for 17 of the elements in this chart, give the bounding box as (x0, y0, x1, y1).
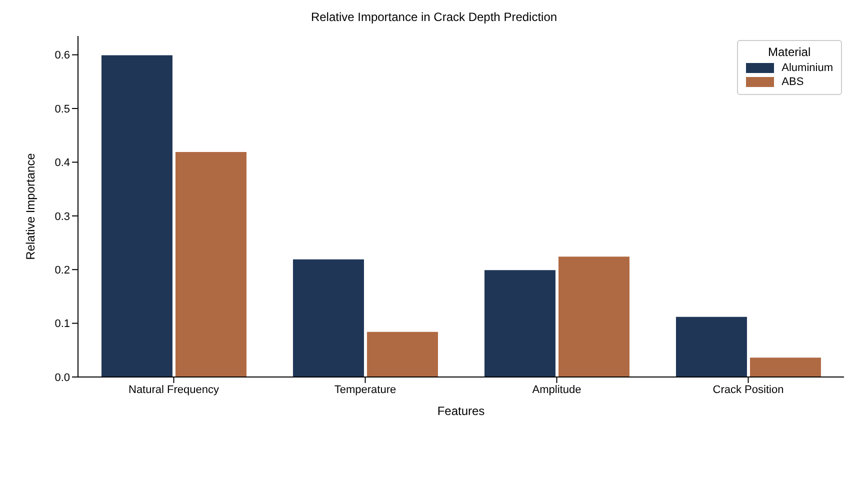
legend-title: Material (766, 45, 812, 59)
x-axis-title: Features (437, 404, 485, 418)
y-tick-label: 0.6 (54, 50, 70, 62)
x-tick-label: Natural Frequency (128, 384, 220, 396)
x-tick-label: Temperature (334, 384, 396, 396)
y-tick-label: 0.3 (54, 210, 70, 223)
legend-label: ABS (782, 76, 804, 88)
y-tick-label: 0.4 (54, 157, 70, 170)
y-axis-title: Relative Importance (23, 152, 38, 260)
y-tick-label: 0.2 (54, 264, 70, 277)
chart-title: Relative Importance in Crack Depth Prediction (310, 9, 558, 26)
x-tick-label: Amplitude (532, 384, 582, 396)
y-tick-label: 0.5 (54, 103, 70, 116)
x-tick-label: Crack Position (712, 384, 784, 396)
legend-label: Aluminium (782, 62, 833, 74)
y-tick-label: 0.1 (54, 318, 70, 330)
y-tick-label: 0.0 (54, 372, 70, 384)
